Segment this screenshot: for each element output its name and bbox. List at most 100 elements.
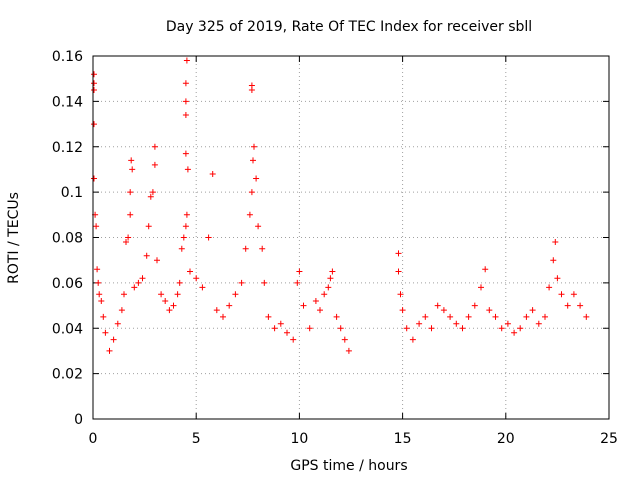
roti-point	[143, 252, 150, 259]
roti-point	[184, 166, 191, 173]
roti-point	[248, 189, 255, 196]
roti-point	[478, 284, 484, 291]
roti-point	[182, 112, 189, 118]
roti-point	[554, 275, 561, 282]
roti-point	[102, 329, 109, 336]
roti-point	[123, 239, 129, 245]
roti-point	[277, 320, 284, 327]
y-tick-label: 0.06	[52, 276, 83, 292]
roti-point	[182, 150, 189, 157]
roti-point	[428, 325, 435, 332]
y-tick-label: 0.08	[52, 231, 83, 247]
roti-point	[91, 80, 97, 87]
roti-point	[517, 325, 524, 332]
roti-point	[465, 313, 472, 320]
roti-point	[564, 302, 571, 309]
roti-point	[147, 193, 154, 200]
roti-point	[290, 336, 297, 343]
roti-point	[325, 284, 332, 291]
roti-point	[127, 211, 134, 218]
roti-point	[166, 307, 173, 314]
roti-point	[209, 171, 216, 177]
roti-point	[238, 279, 245, 286]
grid-layer	[93, 56, 609, 419]
roti-point	[93, 223, 100, 230]
roti-point	[162, 298, 169, 304]
points-layer	[91, 57, 590, 354]
roti-point	[131, 284, 138, 291]
roti-point	[511, 329, 518, 336]
roti-point	[550, 257, 557, 264]
roti-point	[296, 268, 303, 275]
roti-point	[199, 284, 206, 291]
roti-point	[399, 307, 406, 314]
roti-point	[110, 336, 117, 343]
roti-point	[333, 313, 340, 320]
y-axis-label: ROTI / TECUs	[6, 192, 22, 284]
roti-point	[300, 302, 307, 309]
roti-point	[321, 291, 328, 298]
roti-point	[96, 291, 103, 298]
y-tick-label: 0.12	[52, 140, 83, 156]
roti-point	[327, 275, 334, 282]
x-tick-label: 15	[394, 431, 412, 447]
y-tick-label: 0.04	[52, 321, 83, 337]
chart-title: Day 325 of 2019, Rate Of TEC Index for r…	[166, 19, 532, 35]
roti-point	[529, 307, 536, 314]
roti-point	[552, 239, 559, 245]
roti-point	[158, 291, 165, 298]
x-tick-label: 25	[600, 431, 618, 447]
roti-point	[542, 313, 548, 320]
roti-point	[492, 313, 499, 320]
roti-point	[248, 82, 255, 89]
roti-point	[482, 266, 489, 273]
roti-point	[121, 291, 127, 298]
roti-point	[246, 211, 253, 218]
roti-point	[91, 87, 97, 93]
x-axis-label: GPS time / hours	[290, 458, 407, 474]
roti-point	[98, 298, 105, 304]
roti-point	[459, 325, 466, 332]
tick-layer: 0 0.02 0.04 0.06 0.08 0.1 0.12 0.14 0.16 0 5 10 15 20…	[52, 49, 618, 447]
roti-point	[183, 211, 190, 218]
roti-point	[329, 268, 336, 275]
roti-point	[170, 302, 177, 309]
roti-point	[395, 268, 402, 275]
roti-point	[312, 298, 319, 304]
plot-frame	[92, 55, 610, 420]
roti-point	[523, 313, 530, 320]
roti-point	[242, 245, 249, 252]
roti-point	[154, 257, 160, 264]
roti-point	[182, 223, 189, 230]
roti-point	[151, 161, 158, 168]
y-tick-label: 0.02	[52, 367, 83, 383]
y-tick-label: 0.1	[61, 185, 83, 201]
roti-point	[403, 325, 410, 332]
roti-point	[261, 279, 268, 286]
roti-point	[251, 143, 257, 150]
roti-point	[91, 71, 97, 78]
roti-point	[180, 234, 187, 241]
roti-point	[250, 157, 256, 164]
roti-point	[558, 291, 565, 298]
roti-point	[178, 245, 185, 252]
roti-point	[91, 175, 97, 182]
roti-point	[145, 223, 152, 230]
roti-point	[504, 320, 511, 327]
roti-point	[317, 307, 323, 314]
roti-point	[174, 291, 181, 298]
roti-point	[345, 347, 352, 354]
roti-point	[284, 329, 290, 336]
y-tick-label: 0	[74, 412, 83, 428]
roti-point	[220, 313, 226, 320]
roti-point	[583, 313, 590, 320]
roti-point	[118, 307, 125, 314]
roti-point	[182, 98, 189, 105]
roti-point	[255, 223, 262, 230]
roti-point	[397, 291, 404, 298]
roti-point	[94, 266, 101, 273]
roti-point	[271, 325, 278, 332]
roti-point	[91, 121, 97, 128]
roti-point	[570, 291, 577, 298]
